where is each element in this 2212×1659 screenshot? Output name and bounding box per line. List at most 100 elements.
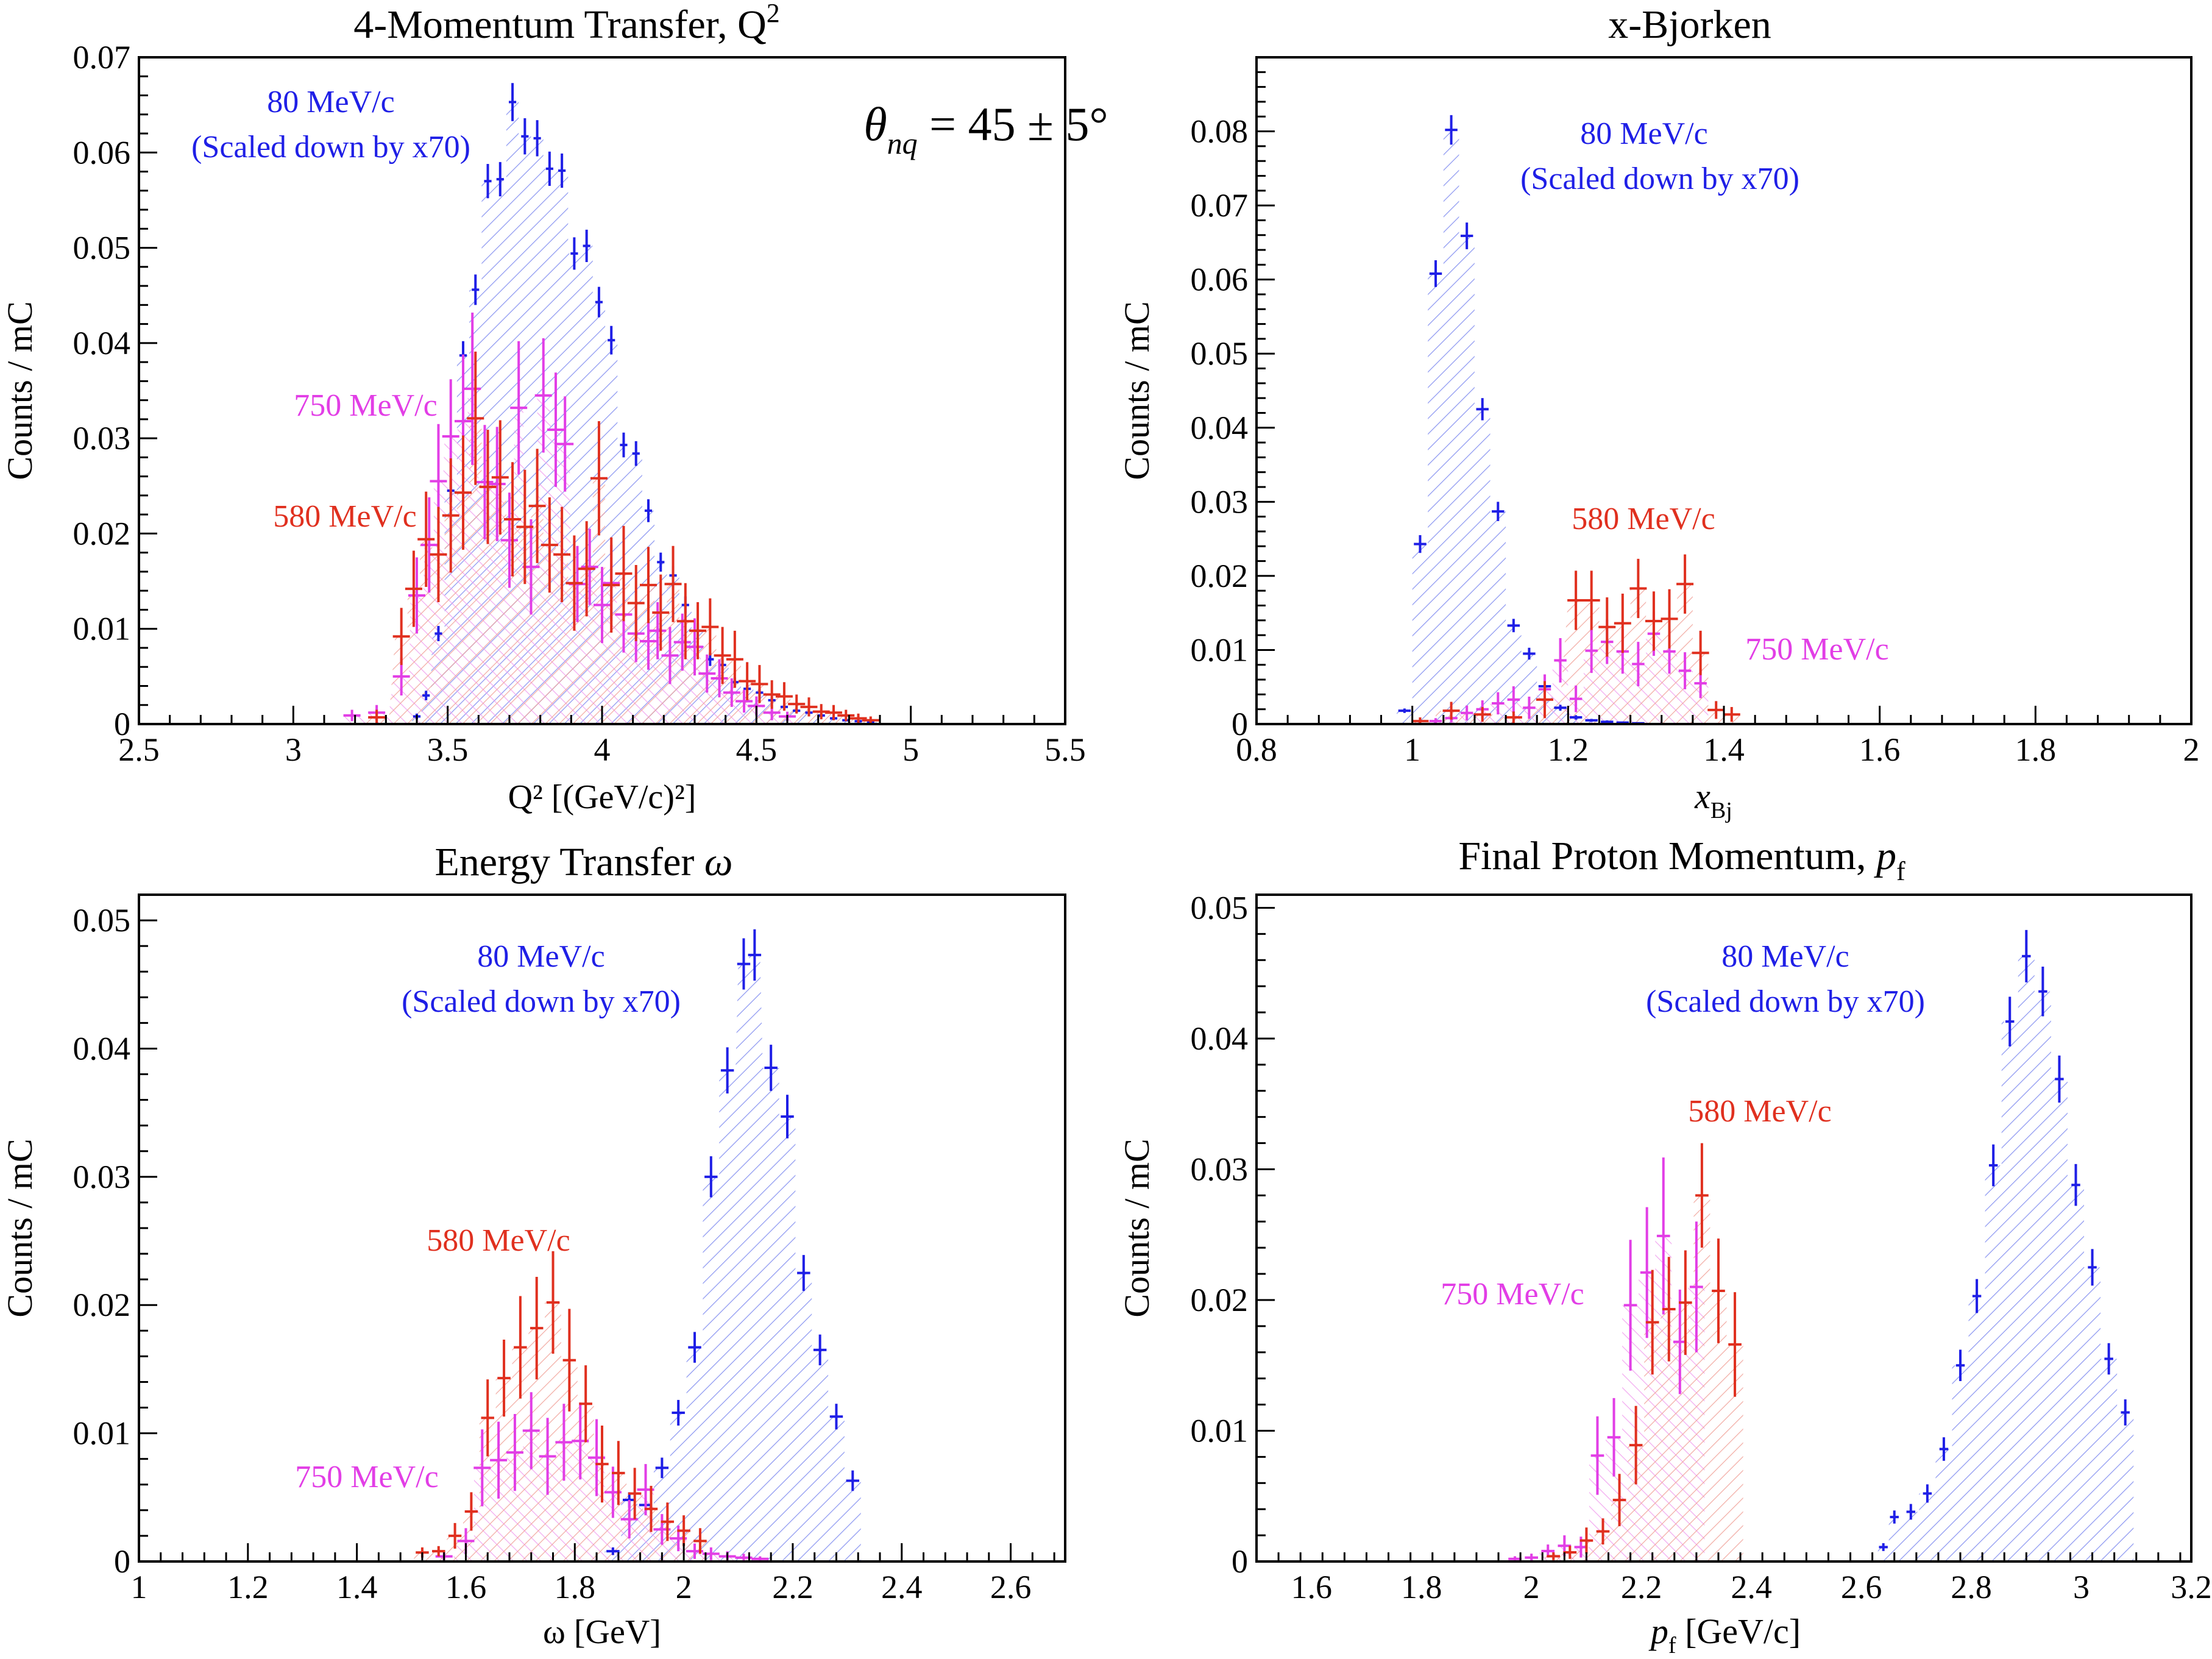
y-tick-label: 0 (114, 706, 130, 742)
data-point-red (1728, 1292, 1742, 1397)
data-point-red (1583, 570, 1600, 630)
omega-label-580: 580 MeV/c (427, 1223, 570, 1258)
y-tick-label: 0.02 (1191, 558, 1249, 594)
x-tick-label: 1.2 (1548, 731, 1589, 768)
data-point-red (849, 713, 867, 723)
data-point-magenta (1460, 705, 1473, 720)
data-point-magenta (506, 1414, 523, 1491)
data-point-magenta (661, 627, 679, 684)
data-point-blue (748, 929, 762, 981)
data-point-blue (846, 1470, 860, 1491)
y-tick-label: 0.03 (1191, 1151, 1249, 1187)
y-tick-label: 0.03 (73, 1159, 131, 1195)
x-tick-label: 1.6 (1291, 1569, 1332, 1605)
y-tick-label: 0.05 (1191, 889, 1249, 926)
xbj-label-80-line1: 80 MeV/c (1580, 116, 1707, 151)
panel-omega-ylabel: Counts / mC (0, 1139, 40, 1317)
pf-label-750: 750 MeV/c (1441, 1277, 1584, 1312)
data-point-magenta (1690, 1221, 1703, 1352)
data-point-blue (1923, 1484, 1932, 1503)
data-point-blue (2038, 966, 2047, 1017)
data-point-magenta (673, 613, 691, 671)
data-point-red (1629, 558, 1647, 619)
panel-xbj: x-Bjorken 0.8 1 1.2 1.4 1.6 1.8 2 0 0.01 0.02 0.03… (1117, 2, 2200, 823)
data-point-blue (764, 1045, 778, 1091)
panel-pf-title-symbol: p (1874, 834, 1896, 878)
x-tick-label: 1.8 (2015, 731, 2057, 768)
panel-pf-xlabel-sub: f (1668, 1633, 1676, 1658)
x-tick-label: 2.6 (990, 1569, 1032, 1605)
data-point-red (1547, 1552, 1561, 1560)
data-point-blue (1492, 502, 1505, 521)
data-point-red (530, 1276, 544, 1380)
data-point-blue (570, 237, 578, 270)
data-point-blue (737, 938, 751, 990)
data-point-magenta (464, 312, 481, 465)
data-point-blue (632, 441, 640, 466)
data-point-magenta (1607, 1398, 1621, 1477)
panel-xbj-xlabel: xBj (1694, 776, 1732, 823)
y-tick-label: 0.02 (73, 515, 131, 552)
data-point-red (368, 709, 386, 724)
q2-label-750: 750 MeV/c (294, 388, 437, 423)
x-tick-label: 3.2 (2171, 1569, 2212, 1605)
data-point-magenta (556, 396, 574, 492)
x-tick-label: 1.4 (336, 1569, 378, 1605)
data-point-red (417, 491, 435, 587)
y-tick-label: 0.01 (73, 611, 131, 647)
data-point-blue (2071, 1163, 2080, 1206)
data-point-red (1563, 1546, 1577, 1559)
data-point-blue (2055, 1055, 2064, 1103)
data-point-red (1645, 591, 1662, 651)
y-tick-label: 0.02 (73, 1287, 131, 1323)
data-point-magenta (736, 689, 753, 713)
x-tick-label: 5 (902, 731, 919, 768)
data-point-red (430, 506, 447, 602)
panel-omega-hist (414, 929, 861, 1561)
data-point-magenta (1523, 697, 1536, 719)
y-tick-label: 0 (114, 1543, 130, 1580)
data-point-magenta (1678, 652, 1692, 689)
hist-fill-blue (604, 954, 861, 1561)
panel-omega: Energy Transfer ω 1 1.2 1.4 1.6 1.8 2 2.2 2.4 2.… (0, 840, 1066, 1651)
data-point-red (405, 550, 422, 627)
data-point-red (677, 1515, 690, 1546)
data-point-blue (496, 162, 504, 197)
data-point-magenta (522, 1392, 540, 1469)
x-tick-label: 2.4 (881, 1569, 923, 1605)
data-point-magenta (473, 1429, 491, 1507)
y-tick-label: 0.04 (1191, 1020, 1249, 1057)
panel-pf-ylabel: Counts / mC (1117, 1139, 1157, 1317)
panel-xbj-axes: 0.8 1 1.2 1.4 1.6 1.8 2 0 0.01 0.02 0.03 0.04 0.05 0.… (1191, 56, 2200, 768)
panel-xbj-frame (1255, 56, 2193, 725)
x-tick-label: 0.8 (1236, 731, 1277, 768)
y-tick-label: 0.04 (73, 325, 131, 361)
data-point-red (751, 665, 768, 703)
hist-fill-blue (1397, 130, 1647, 725)
panel-q2-title: 4-Momentum Transfer, Q2 (353, 0, 780, 47)
data-point-magenta (547, 372, 564, 487)
data-point-magenta (1554, 638, 1567, 683)
data-point-blue (620, 432, 628, 458)
data-point-blue (583, 229, 590, 263)
q2-label-80-line2: (Scaled down by x70) (191, 130, 470, 165)
panel-pf-title-text: Final Proton Momentum, (1458, 834, 1866, 878)
data-point-red (595, 1425, 609, 1503)
panel-pf-xlabel-unit: [GeV/c] (1676, 1611, 1801, 1651)
data-point-red (455, 435, 472, 550)
data-point-blue (655, 1457, 669, 1479)
x-tick-label: 1.2 (227, 1569, 269, 1605)
panel-pf-title: Final Proton Momentum, pf (1458, 834, 1905, 886)
y-tick-label: 0.08 (1191, 113, 1249, 150)
pf-label-80-line2: (Scaled down by x70) (1646, 984, 1925, 1019)
x-tick-label: 1.6 (445, 1569, 487, 1605)
data-point-blue (1460, 222, 1473, 249)
data-point-magenta (1525, 1554, 1539, 1561)
data-point-red (693, 1528, 707, 1554)
data-point-red (676, 583, 694, 659)
data-point-red (497, 1340, 511, 1417)
data-point-magenta (539, 1418, 556, 1495)
x-tick-label: 2.5 (118, 731, 160, 768)
data-point-blue (545, 151, 553, 186)
data-point-magenta (1590, 1416, 1604, 1495)
